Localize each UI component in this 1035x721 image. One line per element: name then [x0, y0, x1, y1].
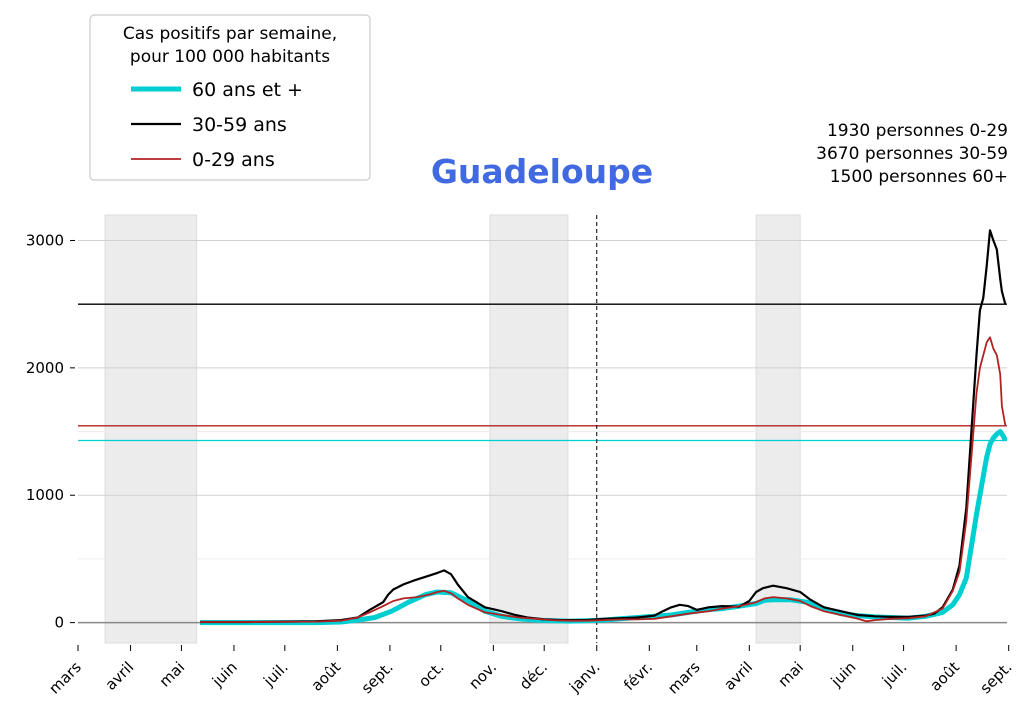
x-tick-label: juil.: [259, 658, 291, 690]
x-tick-label: oct.: [415, 658, 448, 691]
x-tick-label: août: [926, 658, 963, 695]
x-tick-label: mai: [156, 658, 189, 691]
shaded-periods: [104, 214, 801, 644]
y-tick-label: 1000: [26, 486, 64, 504]
note-line-30-59: 3670 personnes 30-59: [816, 144, 1008, 164]
x-tick-label: juil.: [878, 658, 910, 690]
x-tick-label: déc.: [516, 658, 551, 693]
legend: Cas positifs par semaine, pour 100 000 h…: [89, 14, 371, 181]
x-tick-label: juin: [827, 658, 860, 691]
legend-label-2: 30-59 ans: [192, 114, 287, 136]
legend-title-line-1: Cas positifs par semaine,: [123, 24, 337, 44]
legend-frame: [89, 14, 371, 181]
x-tick-label: août: [308, 658, 345, 695]
x-tick-label: sept.: [976, 658, 1015, 697]
x-tick-label: mars: [664, 658, 704, 698]
legend-label-1: 60 ans et +: [192, 79, 303, 101]
x-tick-label: mai: [774, 658, 807, 691]
series-lines: [200, 229, 1008, 626]
shaded-period-2: [489, 214, 569, 644]
legend-label-3: 0-29 ans: [192, 149, 275, 171]
series-line-3: [200, 336, 1007, 623]
x-tick-label: avril: [720, 658, 756, 694]
population-note: 1930 personnes 0-29 3670 personnes 30-59…: [816, 121, 1008, 187]
note-line-60-plus: 1500 personnes 60+: [830, 167, 1008, 187]
shaded-period-1: [104, 214, 198, 644]
x-tick-label: nov.: [465, 658, 500, 693]
x-tick-label: févr.: [620, 658, 656, 694]
y-tick-label: 2000: [26, 359, 64, 377]
x-tick-label: avril: [102, 658, 138, 694]
y-axis: 0 1000 2000 3000: [26, 231, 75, 632]
x-tick-label: mars: [45, 658, 85, 698]
series-line-1: [200, 429, 1008, 626]
x-tick-label: juin: [208, 658, 241, 691]
shaded-period-3: [755, 214, 801, 644]
y-tick-label: 3000: [26, 231, 64, 249]
note-line-0-29: 1930 personnes 0-29: [827, 121, 1008, 141]
x-axis: mars avril mai juin juil. août sept. oct. nov. dé…: [45, 645, 1016, 698]
legend-title-line-2: pour 100 000 habitants: [130, 47, 330, 67]
reference-lines: [78, 303, 1007, 442]
y-tick-label: 0: [54, 614, 64, 632]
series-line-2: [200, 229, 1007, 624]
x-tick-label: sept.: [358, 658, 397, 697]
chart-title: Guadeloupe: [431, 152, 653, 191]
x-tick-label: janv.: [565, 658, 603, 696]
